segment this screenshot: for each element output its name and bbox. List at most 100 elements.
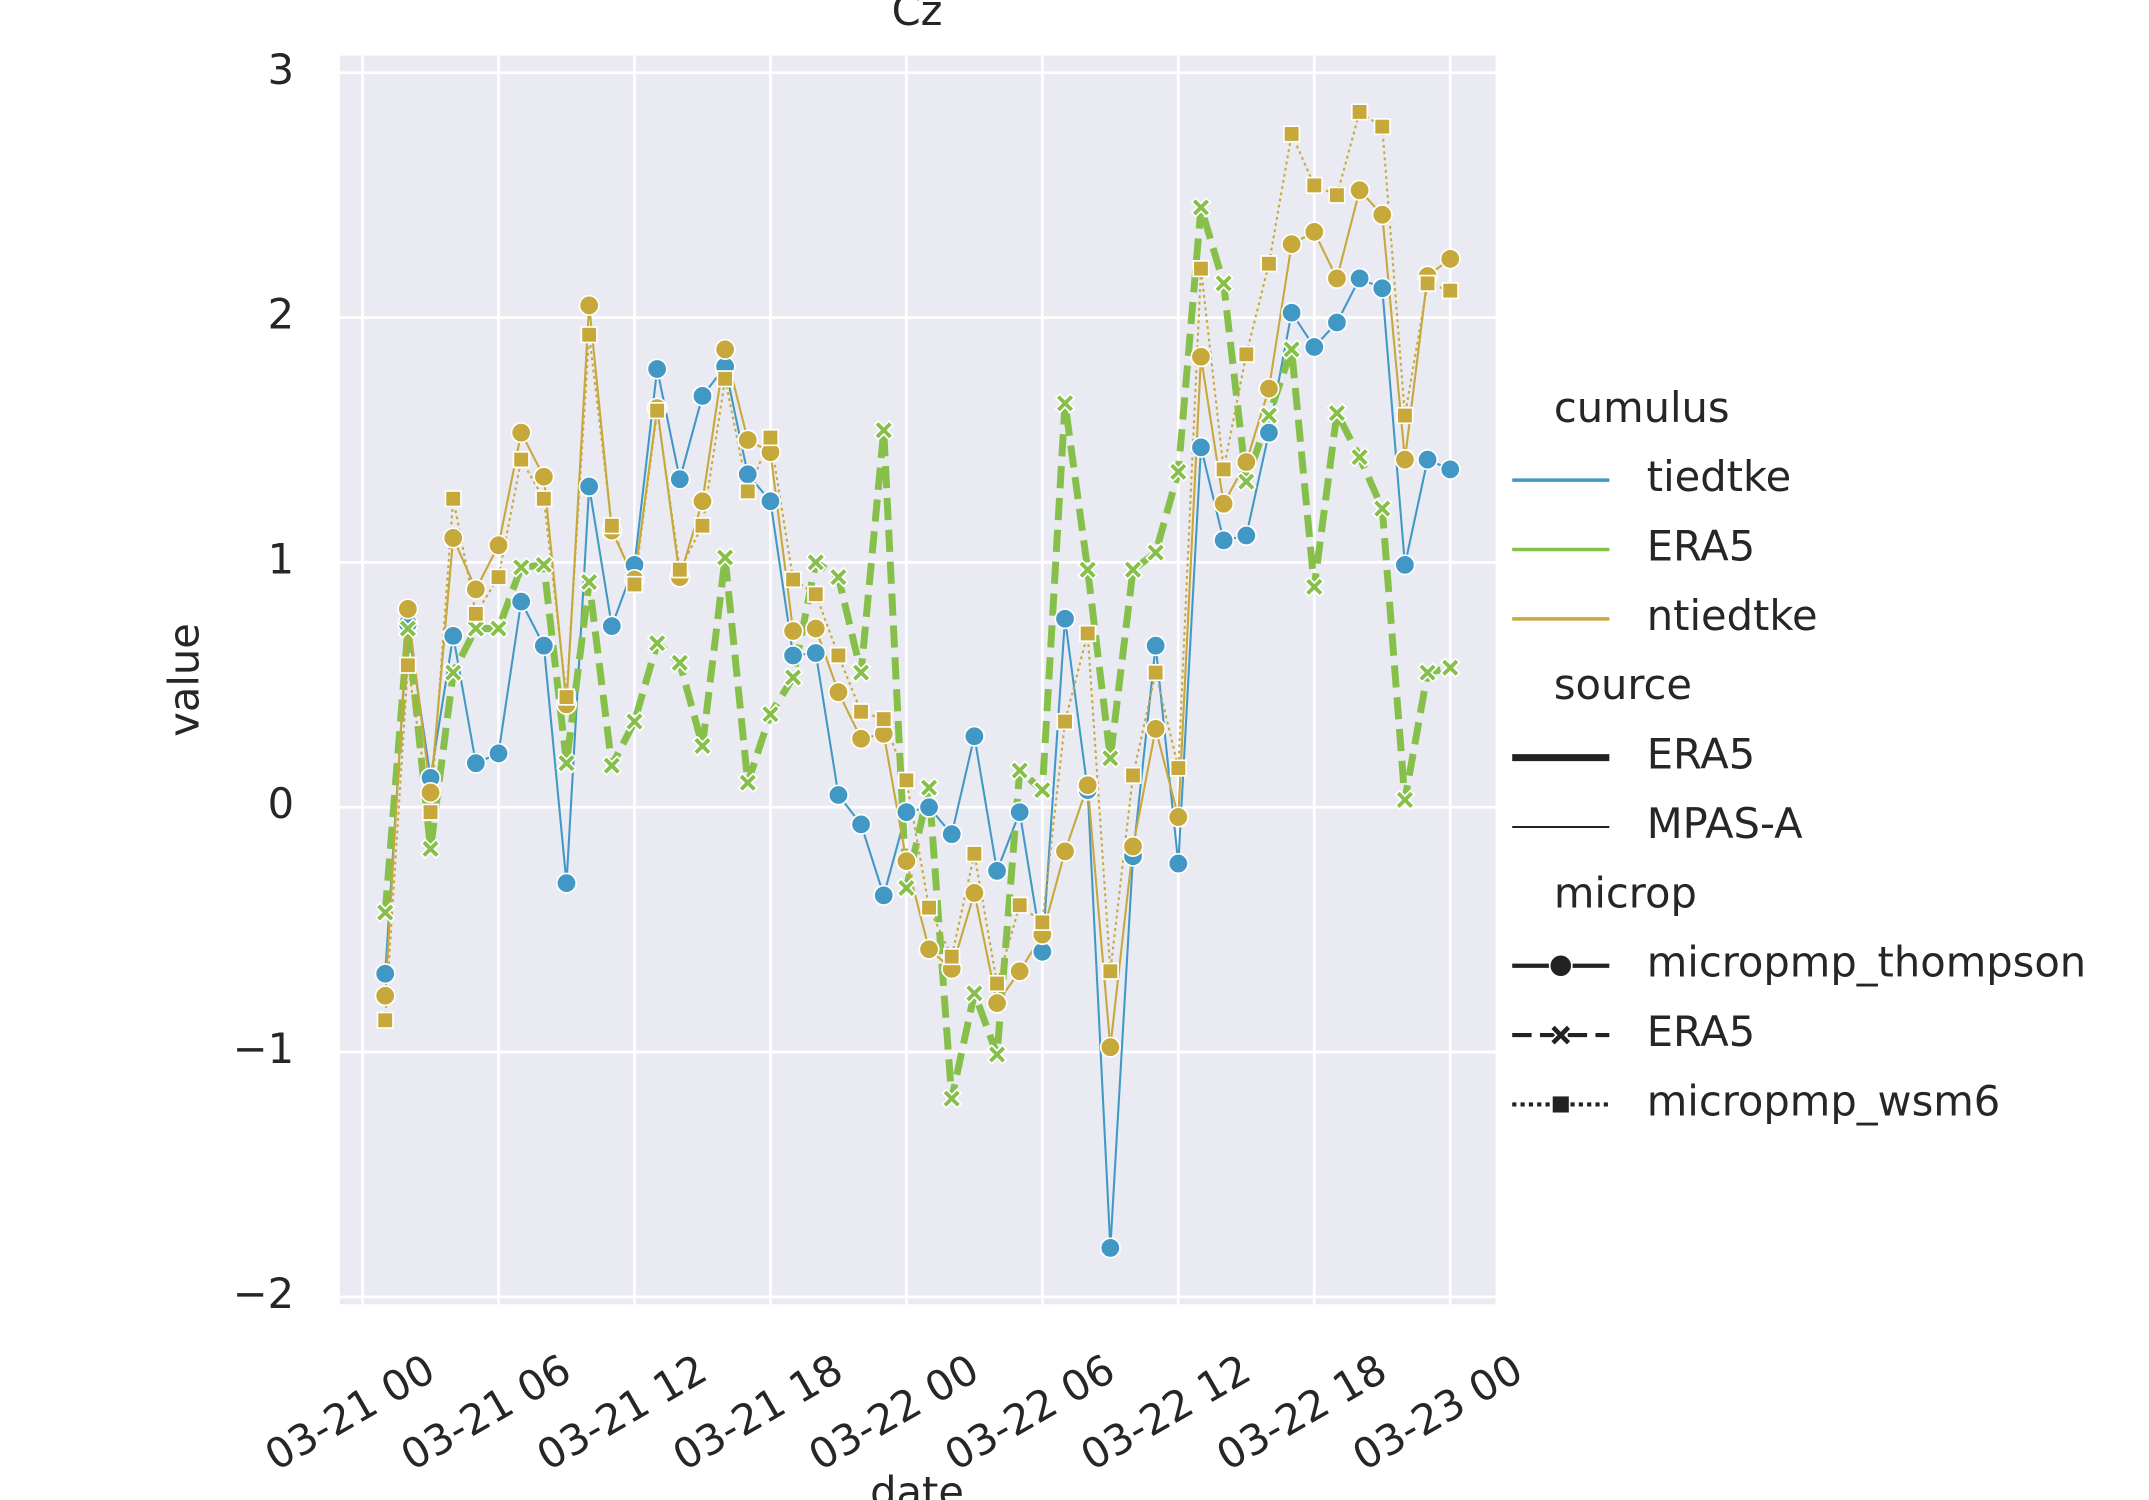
- marker: [895, 850, 917, 872]
- marker: [784, 570, 802, 589]
- marker: [374, 902, 396, 923]
- legend-title: microp: [1554, 868, 1697, 917]
- marker: [918, 777, 940, 799]
- marker: [1167, 806, 1189, 828]
- marker: [1258, 378, 1280, 400]
- legend-item: tiedtke: [1512, 452, 1791, 501]
- marker: [1349, 267, 1371, 289]
- marker: [648, 402, 666, 420]
- marker: [737, 429, 759, 451]
- legend-item: ntiedtke: [1512, 591, 1818, 640]
- marker: [850, 662, 872, 683]
- x-axis-label: date: [870, 1468, 964, 1500]
- marker: [895, 801, 917, 823]
- marker: [444, 490, 462, 508]
- marker: [760, 703, 781, 725]
- marker: [510, 422, 532, 444]
- marker: [1054, 392, 1076, 414]
- series-line: [381, 203, 1451, 1103]
- y-tick-label: 2: [268, 290, 294, 339]
- marker: [1305, 176, 1323, 194]
- marker: [782, 620, 804, 642]
- marker: [1033, 913, 1051, 931]
- marker: [465, 578, 487, 600]
- marker: [714, 547, 736, 568]
- marker: [1260, 255, 1278, 273]
- marker: [1396, 406, 1414, 425]
- marker: [1190, 436, 1212, 458]
- legend-item: micropmp_wsm6: [1512, 1076, 2000, 1125]
- legend-label: tiedtke: [1647, 452, 1791, 501]
- marker: [1054, 840, 1076, 862]
- marker: [533, 554, 555, 576]
- marker: [646, 358, 668, 380]
- marker: [1303, 221, 1325, 243]
- marker: [374, 985, 396, 1007]
- marker: [555, 872, 578, 894]
- marker: [487, 534, 510, 556]
- marker: [941, 823, 963, 845]
- series-line: [384, 110, 1451, 1021]
- y-tick-label: −1: [233, 1024, 294, 1073]
- marker: [1258, 405, 1280, 426]
- marker: [556, 752, 577, 774]
- marker: [557, 688, 576, 706]
- marker: [782, 644, 804, 667]
- legend-marker: [1551, 1094, 1571, 1115]
- marker: [1235, 451, 1257, 473]
- marker: [374, 963, 396, 985]
- marker: [624, 711, 645, 732]
- marker: [1371, 204, 1393, 226]
- marker: [1281, 339, 1303, 360]
- marker: [669, 652, 691, 674]
- marker: [1077, 559, 1099, 581]
- marker: [827, 784, 849, 806]
- marker: [850, 728, 872, 750]
- plot-area: [339, 55, 1496, 1305]
- marker: [829, 646, 848, 665]
- marker: [1235, 524, 1257, 547]
- legend-label: ERA5: [1647, 522, 1755, 571]
- chart-title: Cz: [892, 0, 943, 35]
- marker: [1326, 267, 1348, 289]
- legend-title: cumulus: [1554, 383, 1730, 432]
- marker: [1031, 779, 1053, 801]
- marker: [1371, 277, 1393, 299]
- marker: [535, 490, 553, 508]
- legend-label: ERA5: [1647, 730, 1755, 779]
- legend-item: ERA5: [1512, 730, 1755, 779]
- marker: [918, 938, 940, 960]
- marker: [1009, 760, 1031, 781]
- marker: [1101, 962, 1119, 980]
- marker: [1439, 657, 1461, 679]
- marker: [963, 882, 985, 904]
- marker: [850, 813, 872, 835]
- marker: [805, 552, 827, 573]
- marker: [625, 575, 644, 594]
- marker: [1326, 402, 1348, 424]
- marker: [376, 1011, 394, 1029]
- marker: [578, 571, 600, 593]
- marker: [601, 755, 623, 777]
- marker: [692, 735, 713, 757]
- marker: [1124, 766, 1142, 785]
- marker: [1303, 576, 1325, 598]
- marker: [873, 419, 895, 441]
- marker: [1349, 179, 1371, 201]
- marker: [1167, 461, 1189, 483]
- marker: [1145, 718, 1167, 740]
- marker: [963, 725, 985, 747]
- marker: [1371, 498, 1393, 519]
- marker: [1418, 274, 1437, 292]
- marker: [1441, 282, 1459, 300]
- marker: [1235, 471, 1257, 493]
- legend-marker: [1549, 1023, 1573, 1047]
- marker: [691, 490, 714, 512]
- marker: [1215, 460, 1233, 478]
- marker: [1099, 747, 1121, 769]
- marker: [1394, 789, 1416, 811]
- marker: [1417, 449, 1439, 471]
- marker: [782, 667, 804, 688]
- marker: [1099, 1036, 1121, 1058]
- marker: [603, 517, 621, 535]
